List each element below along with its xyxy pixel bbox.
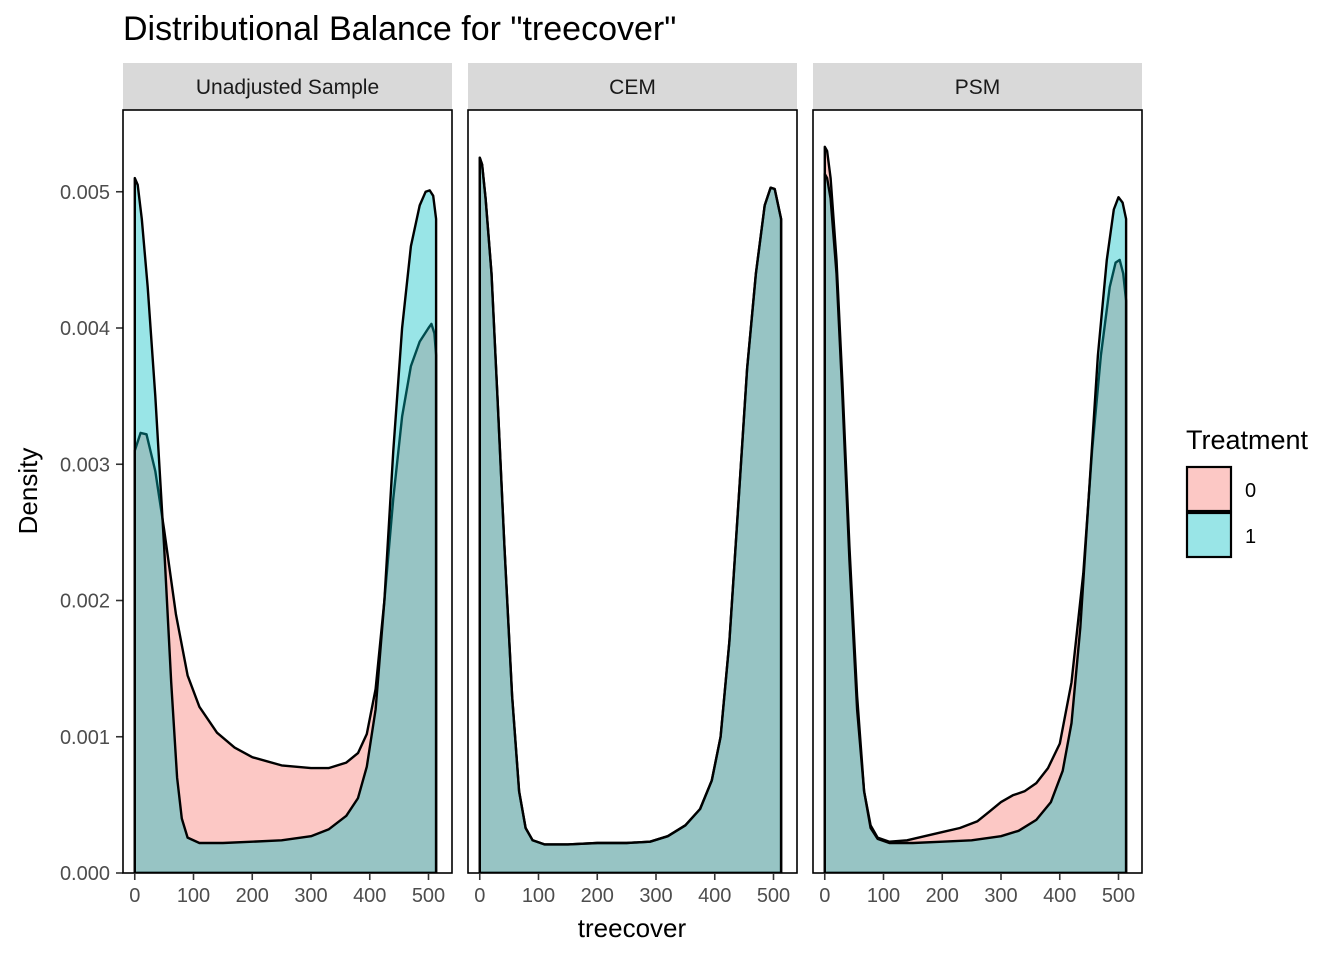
panel-cem: CEM 0 100 200 300 400 500 <box>467 63 798 907</box>
legend-swatch-0 <box>1185 465 1233 513</box>
legend-label-1: 1 <box>1245 526 1256 548</box>
panel-plot-area <box>133 176 438 873</box>
chart-title: Distributional Balance for "treecover" <box>123 10 676 48</box>
x-tick-label: 100 <box>867 885 900 907</box>
x-tick-label: 300 <box>984 885 1017 907</box>
x-tick-label: 400 <box>353 885 386 907</box>
x-tick-label: 300 <box>294 885 327 907</box>
facet-panels: Unadjusted Sample 0 100 200 300 400 500 CEM 0 100… <box>122 63 1143 907</box>
facet-label: CEM <box>609 76 656 99</box>
x-tick-label: 0 <box>819 885 830 907</box>
x-tick-label: 0 <box>474 885 485 907</box>
x-tick-label: 400 <box>698 885 731 907</box>
panel-border <box>812 109 1143 874</box>
panel-plot-area <box>823 145 1128 873</box>
panel-plot-area <box>478 156 783 873</box>
x-tick-label: 200 <box>581 885 614 907</box>
facet-strip <box>123 63 452 110</box>
facet-label: PSM <box>955 76 1001 99</box>
y-tick-label: 0.004 <box>60 318 110 340</box>
density-area-1 <box>823 172 1128 873</box>
y-axis-label: Density <box>13 448 43 535</box>
y-tick-label: 0.002 <box>60 591 110 613</box>
x-axis-label: treecover <box>578 913 687 943</box>
x-tick-label: 200 <box>236 885 269 907</box>
density-area-1 <box>478 156 783 873</box>
x-tick-label: 500 <box>1102 885 1135 907</box>
x-tick-label: 500 <box>412 885 445 907</box>
facet-label: Unadjusted Sample <box>196 76 379 99</box>
y-tick-label: 0.003 <box>60 454 110 476</box>
legend: Treatment 0 1 <box>1185 425 1309 559</box>
x-tick-label: 100 <box>177 885 210 907</box>
y-axis: 0.000 0.001 0.002 0.003 0.004 0.005 <box>60 182 123 885</box>
legend-title: Treatment <box>1186 425 1309 455</box>
panel-psm: PSM 0 100 200 300 400 500 <box>812 63 1143 907</box>
x-tick-label: 0 <box>129 885 140 907</box>
x-tick-label: 300 <box>639 885 672 907</box>
density-area-1 <box>133 176 438 873</box>
y-tick-label: 0.000 <box>60 863 110 885</box>
x-tick-label: 200 <box>926 885 959 907</box>
x-tick-label: 100 <box>522 885 555 907</box>
panel-unadjusted-sample: Unadjusted Sample 0 100 200 300 400 500 <box>122 63 453 907</box>
x-tick-label: 500 <box>757 885 790 907</box>
x-tick-label: 400 <box>1043 885 1076 907</box>
y-tick-label: 0.005 <box>60 182 110 204</box>
facet-strip <box>468 63 797 110</box>
legend-swatch-1 <box>1185 511 1233 559</box>
panel-border <box>122 109 453 874</box>
y-tick-label: 0.001 <box>60 727 110 749</box>
legend-label-0: 0 <box>1245 480 1256 502</box>
panel-border <box>467 109 798 874</box>
facet-strip <box>813 63 1142 110</box>
